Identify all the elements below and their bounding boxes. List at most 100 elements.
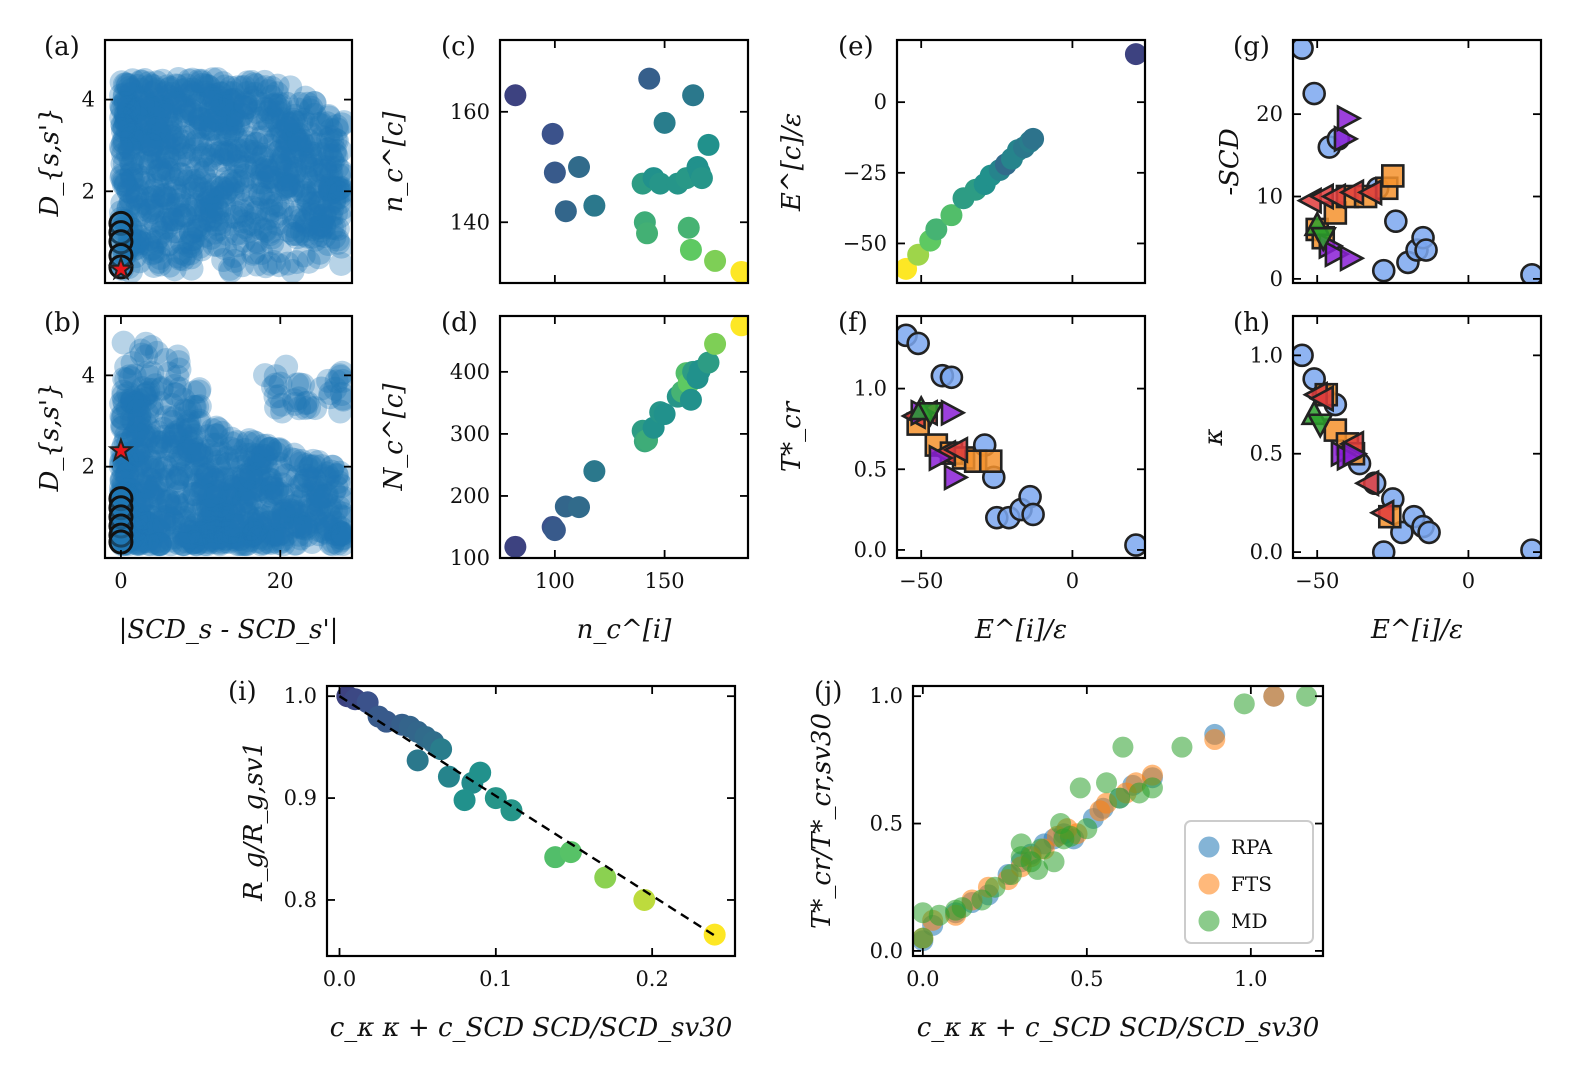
cloud-point — [119, 162, 144, 187]
cloud-point — [257, 436, 282, 461]
cloud-point — [199, 525, 224, 550]
cloud-point — [258, 483, 283, 508]
y-tick-label: 0 — [1270, 267, 1283, 291]
cloud-point — [247, 170, 272, 195]
cloud-point — [237, 211, 262, 236]
cloud-point — [258, 436, 283, 461]
cloud-point — [184, 451, 209, 476]
cloud-point — [214, 80, 239, 105]
cloud-point — [135, 529, 160, 554]
cloud-point — [199, 493, 224, 518]
cloud-point — [314, 483, 339, 508]
cloud-point — [165, 495, 190, 520]
cloud-point — [143, 213, 168, 238]
cloud-point — [169, 431, 194, 456]
cloud-point — [183, 438, 208, 463]
cloud-point — [218, 143, 243, 168]
cloud-point — [290, 372, 315, 397]
y-tick-label: 160 — [450, 100, 490, 124]
cloud-point — [205, 67, 230, 92]
x-tick-label: 0.2 — [635, 967, 668, 991]
cloud-point — [148, 468, 173, 493]
cloud-point — [306, 174, 331, 199]
cloud-point — [259, 191, 284, 216]
cloud-point — [244, 99, 269, 124]
y-tick-label: 0.5 — [870, 812, 903, 836]
cloud-point — [179, 245, 204, 270]
cloud-point — [160, 430, 185, 455]
cloud-point — [124, 97, 149, 122]
cloud-point — [265, 211, 290, 236]
cloud-point — [185, 156, 210, 181]
cloud-point — [253, 75, 278, 100]
cloud-point — [113, 90, 138, 115]
cloud-point — [219, 138, 244, 163]
y-axis-label-e: E^[c]/ε — [777, 113, 807, 212]
cloud-point — [148, 229, 173, 254]
cloud-point — [216, 142, 241, 167]
cloud-point — [206, 525, 231, 550]
cloud-point — [313, 158, 338, 183]
data-point — [568, 156, 591, 179]
cloud-point — [329, 522, 352, 546]
plot-area-g — [1293, 40, 1541, 283]
cloud-point — [282, 156, 307, 181]
cloud-point — [293, 391, 318, 416]
cloud-point — [129, 70, 154, 95]
cloud-point — [137, 521, 162, 546]
cloud-point — [125, 183, 150, 208]
cloud-point — [110, 412, 135, 437]
cloud-point — [249, 532, 274, 557]
y-tick-label: 0.9 — [284, 786, 317, 810]
cloud-point — [109, 83, 134, 108]
cloud-point — [195, 74, 220, 99]
cloud-point — [187, 106, 212, 131]
cloud-point — [329, 196, 352, 221]
cloud-point — [277, 500, 302, 525]
cloud-point — [273, 463, 298, 488]
cloud-point — [211, 501, 236, 526]
cloud-point — [272, 167, 297, 192]
cloud-point — [285, 465, 310, 490]
cloud-point — [118, 179, 143, 204]
cloud-point — [256, 165, 281, 190]
y-tick-label: 140 — [450, 210, 490, 234]
cloud-point — [308, 204, 333, 229]
cloud-point — [235, 81, 260, 106]
cloud-point — [254, 444, 279, 469]
cloud-point — [318, 531, 343, 556]
cloud-point — [161, 510, 186, 535]
cloud-point — [115, 462, 140, 487]
cloud-point — [136, 71, 161, 96]
cloud-point — [288, 514, 313, 539]
cloud-point — [307, 522, 332, 547]
cloud-point — [152, 505, 177, 530]
cloud-point — [138, 480, 163, 505]
cloud-point — [154, 103, 179, 128]
cloud-point — [111, 129, 136, 154]
cloud-point — [112, 127, 137, 152]
cloud-point — [318, 155, 343, 180]
cloud-point — [328, 399, 352, 424]
cloud-point — [324, 128, 349, 153]
cloud-point — [298, 454, 323, 479]
cloud-point — [275, 251, 300, 276]
cloud-point — [218, 258, 243, 283]
cloud-point — [124, 393, 149, 418]
cloud-point — [133, 331, 158, 356]
cloud-point — [191, 160, 216, 185]
cloud-point — [145, 173, 170, 198]
cloud-point — [314, 517, 339, 542]
cloud-point — [211, 248, 236, 273]
cloud-point — [238, 491, 263, 516]
cloud-point — [230, 532, 255, 557]
cloud-point — [241, 183, 266, 208]
cloud-point — [198, 527, 223, 552]
square-marker — [1381, 164, 1405, 188]
cloud-point — [155, 143, 180, 168]
cloud-point — [233, 92, 258, 117]
cloud-point — [145, 159, 170, 184]
cloud-point — [251, 185, 276, 210]
cloud-point — [255, 160, 280, 185]
cloud-point — [119, 168, 144, 193]
